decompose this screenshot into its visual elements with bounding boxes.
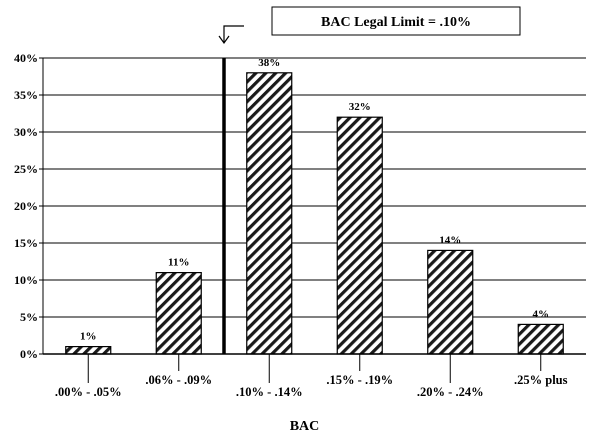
y-tick-label: 0% (20, 347, 38, 361)
category-label: .20% - .24% (417, 385, 484, 399)
legal-limit-text: BAC Legal Limit = .10% (321, 15, 471, 30)
category-label: .15% - .19% (326, 373, 393, 387)
y-tick-label: 30% (14, 125, 38, 139)
bar-data-label: 1% (80, 331, 97, 343)
bar-data-label: 38% (258, 57, 280, 69)
bar-data-label: 11% (168, 257, 189, 269)
bar (246, 72, 293, 355)
bar-data-labels: 1% 11% 38% 32% 14% 4% (80, 57, 549, 343)
bar (427, 249, 474, 355)
bar-data-label: 4% (533, 308, 550, 320)
x-axis-title: BAC (290, 419, 320, 434)
bar (336, 116, 383, 355)
legal-limit-annotation: BAC Legal Limit = .10% (218, 6, 521, 45)
legal-limit-arrowhead (218, 35, 230, 45)
category-label: .10% - .14% (236, 385, 303, 399)
category-label: .06% - .09% (145, 373, 212, 387)
bar-data-label: 14% (439, 234, 461, 246)
bar-data-label: 32% (349, 101, 371, 113)
bar (65, 346, 112, 355)
bars (65, 72, 564, 355)
y-tick-label: 10% (14, 273, 38, 287)
legal-limit-arrow (223, 25, 244, 42)
y-tick-label: 35% (14, 88, 38, 102)
y-axis-tick-labels: 0% 5% 10% 15% 20% 25% 30% 35% 40% (14, 51, 38, 361)
y-tick-label: 25% (14, 162, 38, 176)
y-tick-label: 5% (20, 310, 38, 324)
x-axis-category-labels: .00% - .05% .06% - .09% .10% - .14% .15% - … (55, 354, 568, 399)
bar (155, 272, 202, 355)
legal-limit-box (271, 6, 521, 36)
y-tick-label: 20% (14, 199, 38, 213)
y-tick-label: 15% (14, 236, 38, 250)
category-label: .00% - .05% (55, 385, 122, 399)
category-label: .25% plus (514, 373, 568, 387)
y-tick-label: 40% (14, 51, 38, 65)
gridlines (39, 57, 586, 355)
bar (517, 323, 564, 355)
